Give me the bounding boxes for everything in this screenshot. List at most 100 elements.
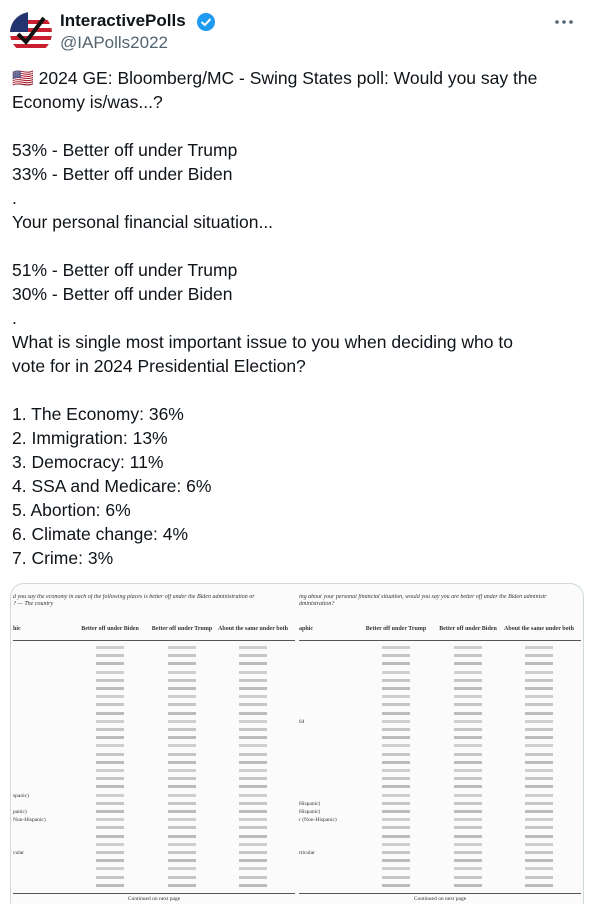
table-cell [239, 818, 267, 822]
table-cell [454, 810, 482, 813]
row-label: rticular [299, 850, 315, 856]
table-cell [239, 711, 267, 715]
table-cell [382, 760, 410, 764]
column-header: About the same under both [504, 626, 574, 632]
table-cell [239, 670, 267, 674]
table-cell [239, 834, 267, 838]
row-label: panic) [13, 809, 27, 815]
table-cell [454, 728, 482, 731]
table-cell [168, 687, 196, 690]
table-cell [96, 834, 124, 838]
table-cell [239, 728, 267, 731]
table-cell [525, 711, 553, 715]
avatar[interactable] [10, 12, 52, 54]
table-cell [168, 646, 196, 649]
table-cell [454, 777, 482, 781]
table-cell [239, 875, 267, 879]
table-cell [239, 744, 267, 748]
table-cell [168, 785, 196, 789]
table-cell [382, 695, 410, 699]
column-header: About the same under both [218, 626, 288, 632]
table-cell [239, 842, 267, 846]
table-cell [454, 687, 482, 690]
table-cell [239, 687, 267, 690]
table-cell [525, 687, 553, 690]
table-cell [96, 670, 124, 674]
text-line: 51% - Better off under Trump [12, 260, 238, 280]
table-cell [525, 777, 553, 781]
table-cell [454, 719, 482, 723]
table-cell [168, 736, 196, 740]
attached-image[interactable]: d you say the economy in each of the fol… [10, 583, 584, 904]
more-button[interactable] [554, 18, 574, 26]
table-cell [454, 711, 482, 715]
table-cell [382, 654, 410, 658]
table-cell [525, 834, 553, 838]
table-cell [96, 695, 124, 699]
table-cell [525, 752, 553, 756]
table-cell [168, 769, 196, 772]
table-cell [525, 678, 553, 682]
table-cell [382, 744, 410, 748]
table-cell [96, 736, 124, 740]
table-cell [454, 662, 482, 666]
table-cell [454, 769, 482, 772]
table-cell [454, 752, 482, 756]
author-handle[interactable]: @IAPolls2022 [60, 33, 168, 52]
table-cell [96, 711, 124, 715]
text-line: 53% - Better off under Trump [12, 140, 238, 160]
table-cell [96, 818, 124, 822]
table-caption: ing about your personal financial situat… [299, 594, 547, 600]
table-cell [239, 703, 267, 707]
paragraph: 51% - Better off under Trump 30% - Better… [12, 258, 587, 378]
table-cell [454, 851, 482, 854]
table-cell [168, 826, 196, 830]
table-cell [454, 785, 482, 789]
table-cell [382, 736, 410, 740]
table-cell [239, 654, 267, 658]
table-cell [239, 810, 267, 813]
table-cell [382, 670, 410, 674]
row-label: Hispanic) [299, 809, 321, 815]
table-cell [382, 851, 410, 854]
table-cell [382, 703, 410, 707]
table-cell [168, 851, 196, 854]
table-cell [525, 654, 553, 658]
table-cell [239, 678, 267, 682]
table-cell [168, 744, 196, 748]
table-cell [239, 719, 267, 723]
table-cell [382, 728, 410, 731]
table-cell [239, 760, 267, 764]
table-cell [168, 818, 196, 822]
table-cell [96, 703, 124, 707]
table-cell [168, 752, 196, 756]
text-line: 7. Crime: 3% [12, 548, 114, 568]
table-cell [96, 662, 124, 666]
table-cell [382, 842, 410, 846]
table-cell [239, 769, 267, 772]
table-cell [382, 769, 410, 772]
table-cell [168, 728, 196, 731]
table-cell [96, 760, 124, 764]
table-caption: ? — The country [13, 601, 54, 607]
table: d you say the economy in each of the fol… [13, 594, 295, 904]
table-cell [382, 834, 410, 838]
table-cell [382, 785, 410, 789]
table-cell [168, 883, 196, 887]
table-cell [454, 883, 482, 887]
table-cell [168, 793, 196, 797]
table-cell [239, 859, 267, 863]
table-cell [239, 777, 267, 781]
verified-badge [197, 13, 215, 31]
table-cell [168, 719, 196, 723]
table-caption: dministration? [299, 601, 335, 607]
author-name[interactable]: InteractivePolls [60, 11, 186, 30]
text-line: 🇺🇸 2024 GE: Bloomberg/MC - Swing States … [12, 68, 538, 88]
table-cell [525, 670, 553, 674]
table-cell [382, 752, 410, 756]
table-cell [239, 883, 267, 887]
table-cell [382, 859, 410, 863]
column-header: Better off under Biden [81, 626, 139, 632]
table-cell [96, 793, 124, 797]
table-cell [239, 801, 267, 805]
